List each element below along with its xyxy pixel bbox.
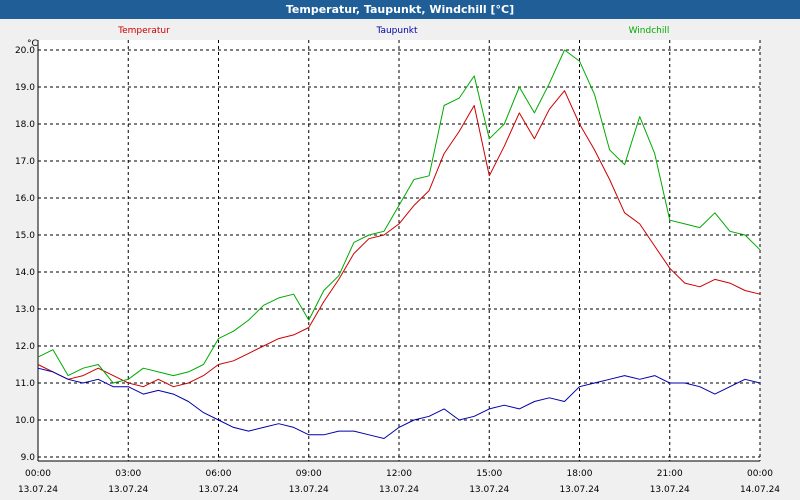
y-tick-label: 19.0 <box>15 83 35 93</box>
legend-temperatur: Temperatur <box>117 26 170 36</box>
y-tick-label: 9.0 <box>21 453 36 463</box>
legend-windchill: Windchill <box>629 26 670 36</box>
x-tick-date: 14.07.24 <box>740 485 780 495</box>
y-tick-label: 14.0 <box>15 268 35 278</box>
window-title: Temperatur, Taupunkt, Windchill [°C] <box>0 0 800 19</box>
tick-labels: 9.0 10.0 11.0 12.0 13.0 14.0 15.0 16.0 17.0 18.0 1… <box>15 39 780 495</box>
legend-taupunkt: Taupunkt <box>375 26 418 36</box>
x-tick-date: 13.07.24 <box>650 485 690 495</box>
x-tick-time: 06:00 <box>206 469 232 479</box>
legend: Temperatur Taupunkt Windchill <box>117 26 669 36</box>
x-tick-date: 13.07.24 <box>469 485 509 495</box>
grid <box>37 40 761 461</box>
x-tick-date: 13.07.24 <box>289 485 329 495</box>
series-line-temperatur <box>37 90 761 388</box>
x-tick-date: 13.07.24 <box>108 485 148 495</box>
x-tick-time: 09:00 <box>296 469 322 479</box>
y-tick-label: 16.0 <box>15 194 35 204</box>
y-tick-label: 17.0 <box>15 157 35 167</box>
x-tick-time: 03:00 <box>115 469 141 479</box>
x-tick-time: 18:00 <box>567 469 593 479</box>
x-tick-time: 15:00 <box>476 469 502 479</box>
x-tick-date: 13.07.24 <box>198 485 238 495</box>
y-tick-label: 10.0 <box>15 416 35 426</box>
x-tick-date: 13.07.24 <box>18 485 58 495</box>
x-tick-time: 21:00 <box>657 469 683 479</box>
y-tick-label: 13.0 <box>15 305 35 315</box>
y-tick-label: 12.0 <box>15 342 35 352</box>
y-tick-label: 20.0 <box>15 46 35 56</box>
y-tick-label: 15.0 <box>15 231 35 241</box>
y-axis-unit: °C <box>27 39 38 49</box>
series-line-taupunkt <box>37 367 761 439</box>
series-lines <box>37 49 761 439</box>
x-tick-date: 13.07.24 <box>559 485 599 495</box>
x-tick-time: 12:00 <box>386 469 412 479</box>
x-tick-date: 13.07.24 <box>379 485 419 495</box>
x-tick-time: 00:00 <box>25 469 51 479</box>
y-tick-label: 18.0 <box>15 120 35 130</box>
series-line-windchill <box>37 49 761 384</box>
y-tick-label: 11.0 <box>15 379 35 389</box>
x-tick-time: 00:00 <box>747 469 773 479</box>
axes <box>37 40 760 462</box>
line-chart: 9.0 10.0 11.0 12.0 13.0 14.0 15.0 16.0 17.0 18.0 1… <box>15 26 780 495</box>
